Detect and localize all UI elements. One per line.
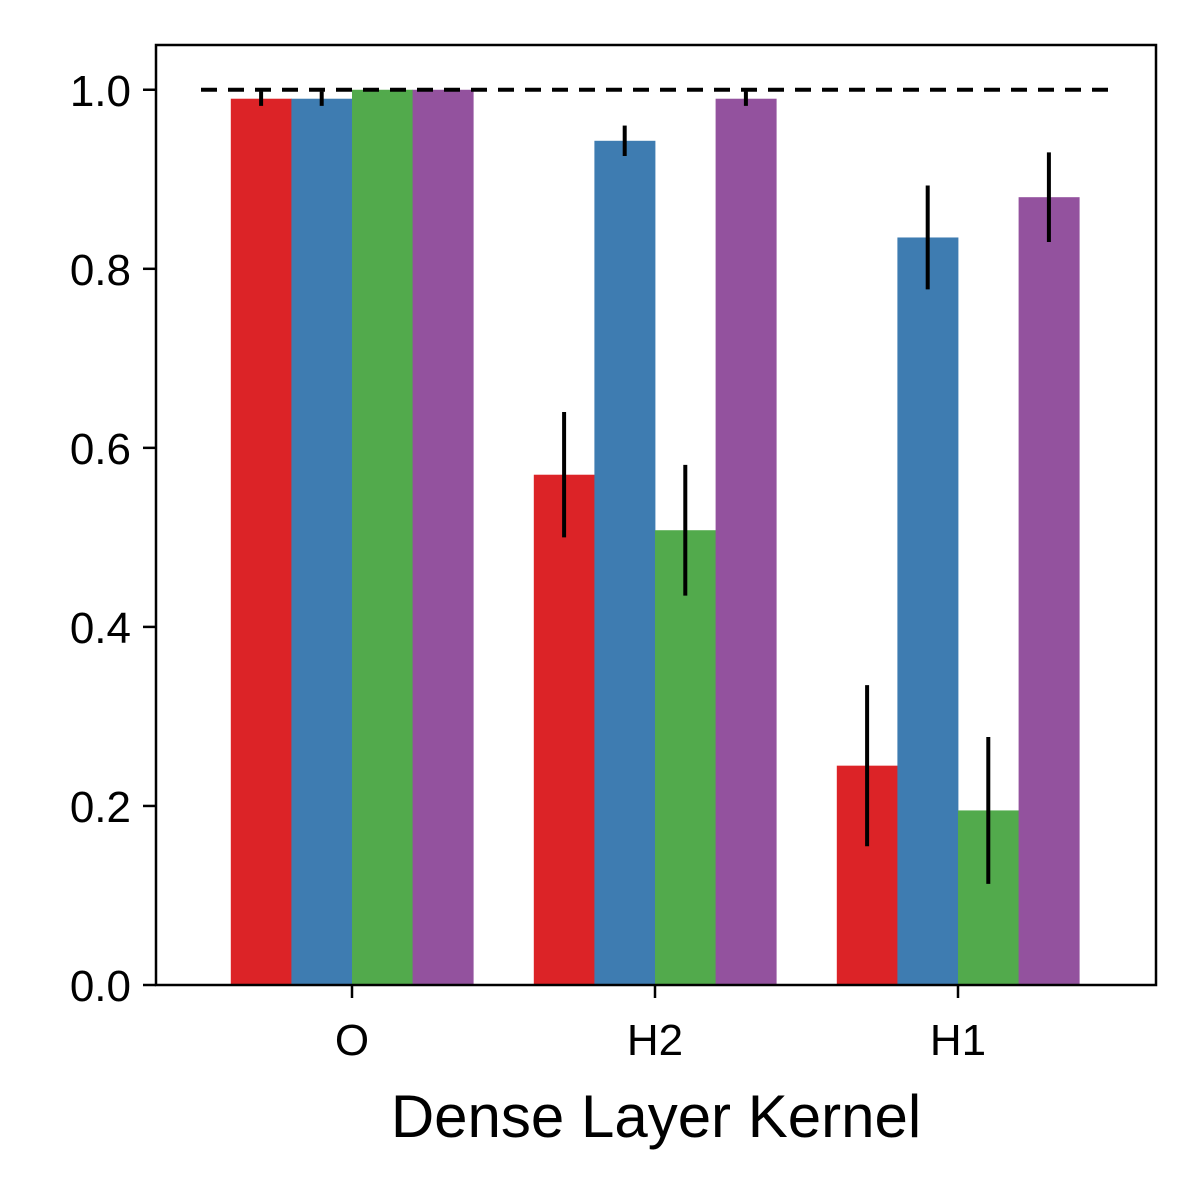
y-tick-label: 0.2: [70, 783, 131, 832]
error-bars-layer: [259, 91, 1051, 884]
bars-layer: [230, 89, 1080, 986]
bar-o-series-2: [291, 98, 353, 985]
y-tick-label: 0.6: [70, 425, 131, 474]
bar-h1-series-2: [897, 237, 959, 985]
y-axis: 0.0 0.2 0.4 0.6 0.8 1.0: [70, 67, 156, 1011]
bar-h2-series-1: [533, 474, 595, 985]
x-tick-label: H2: [627, 1016, 683, 1065]
bar-h2-series-3: [655, 530, 716, 985]
bar-h2-series-2: [594, 140, 656, 986]
x-axis: O H2 H1: [335, 985, 986, 1065]
bar-o-series-1: [230, 98, 292, 985]
y-tick-label: 0.0: [70, 962, 131, 1011]
bar-o-series-4: [412, 89, 474, 985]
y-tick-label: 0.8: [70, 246, 131, 295]
y-tick-label: 0.4: [70, 604, 131, 653]
y-tick-label: 1.0: [70, 67, 131, 116]
bar-h1-series-4: [1018, 197, 1080, 985]
x-tick-label: H1: [930, 1016, 986, 1065]
bar-h2-series-4: [715, 98, 777, 985]
bar-o-series-3: [352, 89, 413, 985]
x-tick-label: O: [335, 1016, 369, 1065]
x-axis-title: Dense Layer Kernel: [391, 1083, 921, 1150]
